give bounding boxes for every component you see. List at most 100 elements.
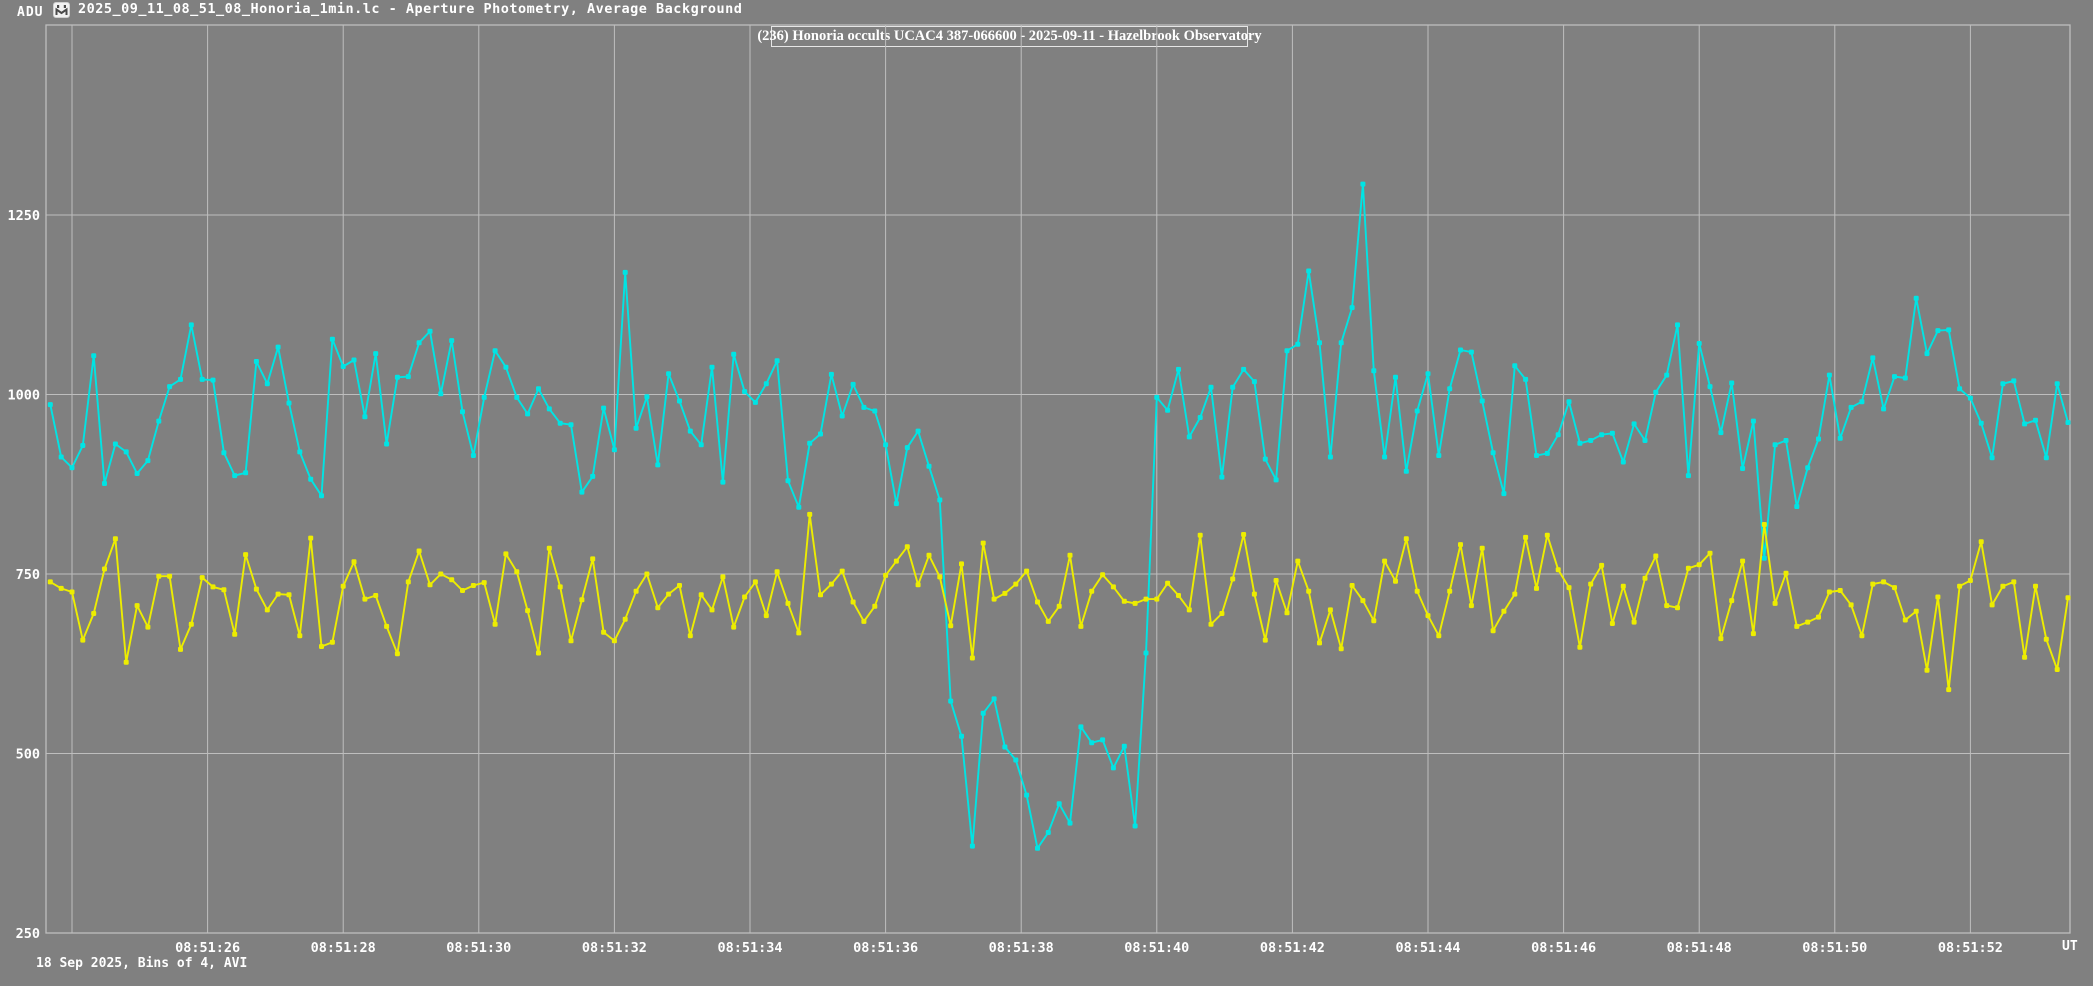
target-star-lightcurve-marker — [1154, 394, 1160, 400]
target-star-lightcurve-marker — [1805, 465, 1811, 471]
comparison-star-lightcurve-marker — [893, 558, 899, 564]
target-star-lightcurve-marker — [1327, 454, 1333, 460]
target-star-lightcurve-marker — [828, 371, 834, 377]
comparison-star-lightcurve-marker — [1805, 619, 1811, 625]
comparison-star-lightcurve-marker — [1870, 581, 1876, 587]
target-star-lightcurve-marker — [763, 381, 769, 387]
comparison-star-lightcurve-marker — [850, 599, 856, 605]
comparison-star-lightcurve-marker — [1490, 628, 1496, 634]
y-tick-label: 500 — [16, 747, 40, 763]
target-star-lightcurve-marker — [1631, 421, 1637, 427]
comparison-star-lightcurve-marker — [1501, 608, 1507, 614]
x-tick-label: 08:51:46 — [1531, 940, 1596, 956]
comparison-star-lightcurve-marker — [1273, 578, 1279, 583]
comparison-star-lightcurve-marker — [1761, 522, 1767, 527]
comparison-star-lightcurve-marker — [47, 579, 53, 585]
target-star-lightcurve-marker — [1566, 399, 1572, 405]
target-star-lightcurve-marker — [264, 381, 270, 387]
target-star-lightcurve-marker — [1783, 438, 1789, 443]
comparison-star-lightcurve-marker — [1512, 591, 1518, 597]
target-star-lightcurve-marker — [1881, 406, 1887, 412]
comparison-star-lightcurve-marker — [1317, 640, 1322, 646]
comparison-star-lightcurve-marker — [1523, 534, 1529, 540]
target-star-lightcurve-marker — [644, 394, 650, 400]
target-star-lightcurve-marker — [948, 698, 954, 704]
comparison-star-lightcurve-marker — [1078, 623, 1084, 629]
comparison-star-lightcurve-marker — [915, 582, 921, 588]
target-star-lightcurve-line — [49, 183, 2069, 850]
target-star-lightcurve-marker — [503, 364, 509, 370]
comparison-star-lightcurve-marker — [1414, 588, 1420, 594]
comparison-star-lightcurve-marker — [134, 603, 140, 609]
comparison-star-lightcurve-marker — [514, 569, 520, 575]
target-star-lightcurve-marker — [1479, 398, 1485, 404]
comparison-star-lightcurve-marker — [1848, 602, 1854, 608]
target-star-lightcurve-marker — [91, 353, 97, 359]
target-star-lightcurve-marker — [1826, 372, 1832, 378]
target-star-lightcurve-marker — [253, 359, 259, 364]
target-star-lightcurve-marker — [145, 458, 151, 464]
target-star-lightcurve-marker — [1035, 845, 1040, 851]
target-star-lightcurve-marker — [1957, 386, 1963, 392]
target-star-lightcurve-marker — [1360, 181, 1366, 187]
target-star-lightcurve-marker — [1848, 404, 1854, 410]
comparison-star-lightcurve-marker — [1393, 578, 1398, 584]
comparison-star-lightcurve-marker — [1327, 607, 1333, 613]
x-tick-label: 08:51:26 — [175, 940, 240, 956]
comparison-star-lightcurve-marker — [1338, 646, 1344, 652]
target-star-lightcurve-marker — [1186, 434, 1192, 440]
target-star-lightcurve-marker — [546, 406, 552, 412]
x-tick-label: 08:51:32 — [582, 940, 647, 956]
target-star-lightcurve-marker — [1110, 765, 1116, 771]
comparison-star-lightcurve-marker — [546, 545, 552, 551]
comparison-star-lightcurve-marker — [525, 608, 531, 614]
comparison-star-lightcurve-marker — [1826, 589, 1832, 595]
comparison-star-lightcurve-marker — [1165, 580, 1171, 586]
comparison-star-lightcurve-marker — [156, 573, 162, 579]
target-star-lightcurve-marker — [709, 364, 715, 370]
target-star-lightcurve-marker — [959, 733, 964, 739]
target-star-lightcurve-marker — [1675, 322, 1680, 328]
target-star-lightcurve-marker — [58, 454, 64, 460]
target-star-lightcurve-marker — [1534, 453, 1539, 458]
comparison-star-lightcurve-marker — [937, 574, 943, 580]
x-tick-label: 08:51:48 — [1667, 940, 1732, 956]
target-star-lightcurve-marker — [1382, 454, 1388, 460]
comparison-star-lightcurve-marker — [362, 596, 368, 602]
target-star-lightcurve-marker — [1468, 349, 1474, 355]
target-star-lightcurve-marker — [1230, 384, 1236, 390]
comparison-star-lightcurve-marker — [1750, 631, 1756, 637]
comparison-star-lightcurve-marker — [1892, 585, 1897, 591]
comparison-star-lightcurve-marker — [1935, 594, 1941, 600]
target-star-lightcurve-marker — [1056, 801, 1062, 807]
comparison-star-lightcurve-marker — [1403, 536, 1409, 542]
target-star-lightcurve-marker — [1892, 374, 1897, 380]
target-star-lightcurve-marker — [883, 442, 889, 448]
target-star-lightcurve-marker — [818, 431, 823, 437]
target-star-lightcurve-marker — [980, 710, 986, 716]
target-star-lightcurve-marker — [1620, 459, 1626, 465]
target-star-lightcurve-marker — [1664, 372, 1670, 378]
target-star-lightcurve-marker — [1132, 823, 1138, 829]
target-star-lightcurve-marker — [2033, 417, 2038, 423]
comparison-star-lightcurve-marker — [1631, 619, 1637, 625]
comparison-star-lightcurve-marker — [1219, 611, 1225, 616]
comparison-star-lightcurve-marker — [1696, 562, 1702, 568]
comparison-star-lightcurve-marker — [503, 551, 509, 557]
target-star-lightcurve-marker — [69, 465, 75, 471]
target-star-lightcurve-marker — [1750, 418, 1756, 424]
comparison-star-lightcurve-marker — [1577, 644, 1583, 650]
comparison-star-lightcurve-marker — [1230, 576, 1236, 582]
comparison-star-lightcurve-marker — [1946, 687, 1952, 693]
target-star-lightcurve-marker — [991, 696, 997, 702]
comparison-star-lightcurve-marker — [1241, 532, 1247, 537]
comparison-star-lightcurve-marker — [253, 586, 259, 592]
target-star-lightcurve-marker — [861, 404, 867, 410]
target-star-lightcurve-marker — [1208, 384, 1214, 390]
titlebar-filename: 2025_09_11_08_51_08_Honoria_1min.lc - Ap… — [78, 1, 743, 17]
target-star-lightcurve-marker — [655, 462, 661, 468]
comparison-star-lightcurve-marker — [796, 630, 802, 636]
target-star-lightcurve-marker — [1143, 650, 1149, 656]
